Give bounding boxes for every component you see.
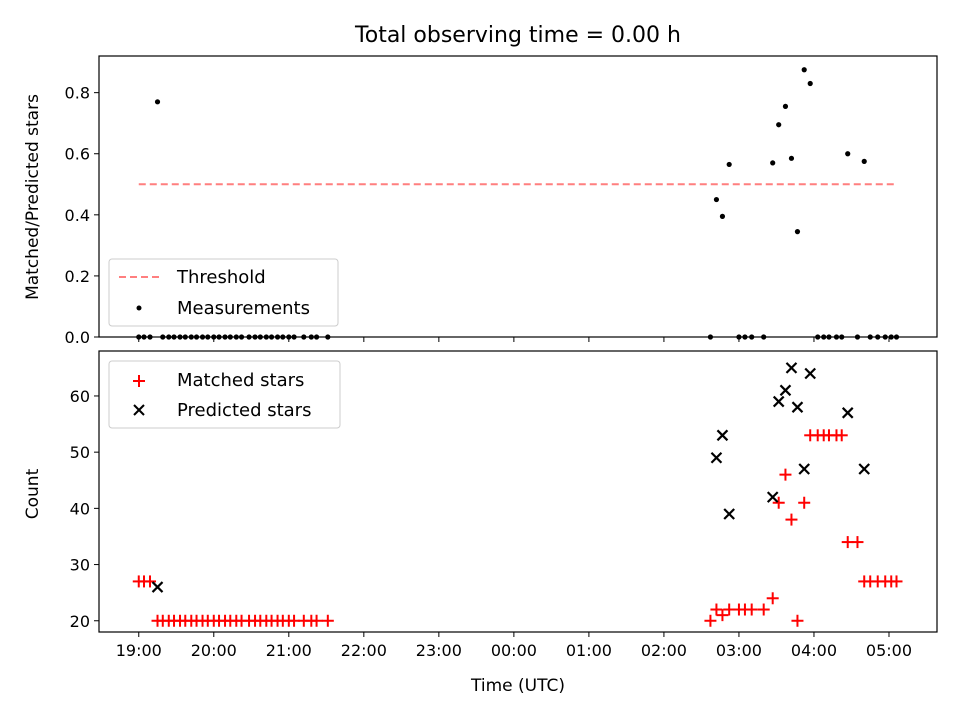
count-panel-frame (98, 350, 938, 633)
matched-star-marker (757, 603, 770, 616)
matched-star-marker (779, 468, 792, 481)
x-tick-label: 19:00 (116, 641, 162, 660)
measurement-point (861, 158, 867, 164)
predicted-star-marker (785, 362, 798, 374)
count-y-tick-label: 40 (70, 499, 90, 518)
matched-star-marker (716, 609, 729, 622)
predicted-star-marker (766, 491, 779, 503)
legend-predicted-label: Predicted stars (177, 400, 311, 421)
measurement-point (788, 155, 795, 161)
ratio-y-tick-label: 0.8 (65, 84, 90, 103)
matched-star-marker (798, 496, 811, 509)
measurement-point (782, 103, 789, 109)
measurement-point (713, 196, 720, 203)
x-tick-label: 03:00 (716, 641, 762, 660)
matched-star-marker (144, 575, 157, 588)
measurement-point (845, 151, 851, 157)
matched-star-marker (321, 614, 334, 627)
legend-matched-label: Matched stars (177, 370, 304, 391)
predicted-star-marker (858, 463, 871, 475)
ratio-y-tick-label: 0.4 (65, 206, 90, 225)
predicted-star-marker (779, 384, 792, 397)
measurement-point (770, 160, 776, 166)
count-panel: 19:00 20:00 21:00 22:00 23:00 00:00 01:00 02:00… (23, 350, 938, 660)
x-tick-label: 05:00 (866, 641, 912, 660)
legend-predicted-swatch (133, 404, 145, 416)
x-axis-label: Time (UTC) (470, 676, 565, 696)
predicted-star-marker (710, 452, 723, 464)
x-tick-label: 01:00 (566, 641, 612, 660)
count-y-tick-label: 50 (70, 443, 90, 462)
legend-measurements-swatch (136, 305, 142, 311)
predicted-star-marker (804, 367, 816, 380)
count-panel-ylabel: Count (23, 468, 43, 519)
measurement-point (794, 229, 801, 235)
count-y-tick-label: 30 (70, 556, 90, 575)
predicted-star-marker (723, 508, 735, 520)
x-tick-label: 22:00 (341, 641, 387, 660)
predicted-star-marker (798, 463, 810, 475)
ratio-y-tick-label: 0.2 (65, 267, 90, 286)
measurement-point (726, 161, 732, 168)
ratio-panel-axes: 0.0 0.2 0.4 0.6 0.8 (65, 84, 890, 347)
measurement-point (154, 99, 161, 105)
measurement-point (807, 80, 813, 87)
matched-star-marker (772, 496, 785, 509)
legend-measurements-label: Measurements (177, 298, 310, 319)
legend-threshold-label: Threshold (176, 267, 266, 288)
x-tick-label: 00:00 (491, 641, 537, 660)
legend-matched-swatch (133, 375, 145, 387)
ratio-panel-ylabel: Matched/Predicted stars (23, 94, 43, 300)
ratio-y-tick-label: 0.0 (65, 328, 90, 347)
x-tick-label: 04:00 (791, 641, 837, 660)
x-tick-label: 20:00 (191, 641, 237, 660)
matched-star-marker (835, 429, 848, 442)
count-y-tick-label: 20 (70, 612, 90, 631)
measurement-point (719, 213, 726, 219)
x-tick-label: 23:00 (416, 641, 462, 660)
count-panel-axes: 19:00 20:00 21:00 22:00 23:00 00:00 01:00 02:00… (70, 387, 912, 660)
ratio-panel-legend: Threshold Measurements (108, 258, 339, 327)
matched-star-marker (785, 513, 798, 526)
matched-star-marker (791, 614, 804, 627)
figure-title: Total observing time = 0.00 h (354, 23, 681, 48)
x-tick-label: 21:00 (266, 641, 312, 660)
count-y-tick-label: 60 (70, 387, 90, 406)
legend-box (108, 360, 341, 429)
ratio-y-tick-label: 0.6 (65, 145, 90, 164)
matched-star-marker (704, 614, 717, 627)
ratio-panel-frame (98, 55, 938, 338)
predicted-star-marker (716, 429, 729, 442)
matched-star-marker (310, 614, 323, 627)
matched-star-marker (766, 592, 779, 605)
predicted-star-marker (791, 401, 804, 413)
measurement-point (801, 67, 807, 73)
legend-box (108, 258, 339, 327)
predicted-star-marker (841, 407, 854, 419)
matched-star-marker (890, 575, 903, 588)
predicted-star-marker (151, 581, 164, 593)
measurement-point (776, 122, 782, 128)
predicted-star-marker (772, 395, 785, 408)
matched-star-marker (851, 536, 864, 549)
matched-star-marker (745, 603, 758, 616)
count-panel-legend: Matched stars Predicted stars (108, 360, 341, 429)
matched-star-marker (710, 603, 723, 616)
x-tick-label: 02:00 (641, 641, 687, 660)
ratio-panel: 0.0 0.2 0.4 0.6 0.8 Threshold Measurements M… (23, 55, 938, 347)
